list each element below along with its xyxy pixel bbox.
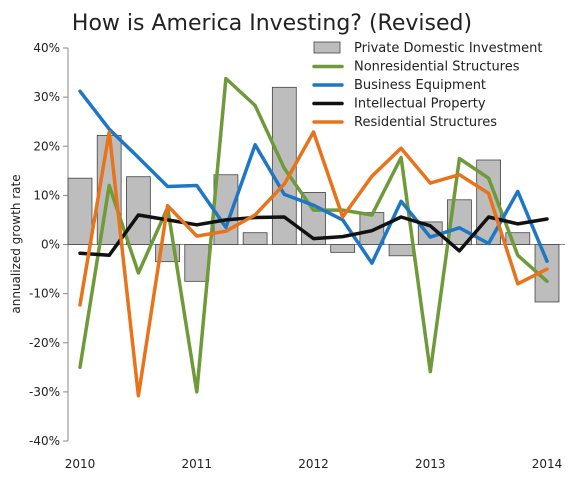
legend-label: Nonresidential Structures: [354, 60, 520, 75]
y-axis-label: annualized growth rate: [9, 174, 23, 313]
bar: [301, 192, 326, 245]
bar: [126, 176, 151, 245]
x-tick-label: 2010: [65, 457, 96, 471]
axes: 40% 30% 20% 10% 0% -10% -20% -30% -40% 2010 2011 20…: [29, 41, 565, 471]
y-tick-label: 30%: [33, 90, 60, 104]
legend: Private Domestic Investment Nonresidentia…: [312, 41, 542, 130]
series-line-intellectual-property: [78, 213, 549, 258]
series-line-business-equipment: [78, 89, 549, 265]
legend-label: Intellectual Property: [354, 97, 486, 112]
legend-label: Private Domestic Investment: [354, 41, 542, 56]
series-lines: [78, 76, 549, 398]
series-line-residential-structures: [78, 130, 549, 398]
bar: [67, 177, 93, 245]
series-line-nonresidential-structures: [78, 76, 549, 394]
y-tick-label: 40%: [33, 41, 60, 55]
y-tick-label: 20%: [33, 139, 60, 153]
y-tick-label: 0%: [41, 238, 60, 252]
bar: [184, 244, 210, 282]
x-tick-label: 2012: [298, 457, 329, 471]
y-tick-label: 10%: [33, 188, 60, 202]
chart-title: How is America Investing? (Revised): [72, 11, 472, 36]
legend-swatch-bar: [313, 41, 341, 54]
bar: [330, 244, 356, 253]
y-tick-label: -10%: [29, 287, 60, 301]
bar: [505, 232, 531, 245]
x-tick-label: 2011: [181, 457, 212, 471]
bar: [242, 232, 268, 245]
bar: [388, 244, 414, 257]
legend-label: Residential Structures: [354, 115, 497, 130]
x-tick-label: 2013: [415, 457, 446, 471]
x-tick-label: 2014: [532, 457, 563, 471]
y-tick-label: -40%: [29, 434, 60, 448]
y-tick-label: -30%: [29, 385, 60, 399]
y-tick-label: -20%: [29, 336, 60, 350]
legend-label: Business Equipment: [354, 78, 486, 93]
